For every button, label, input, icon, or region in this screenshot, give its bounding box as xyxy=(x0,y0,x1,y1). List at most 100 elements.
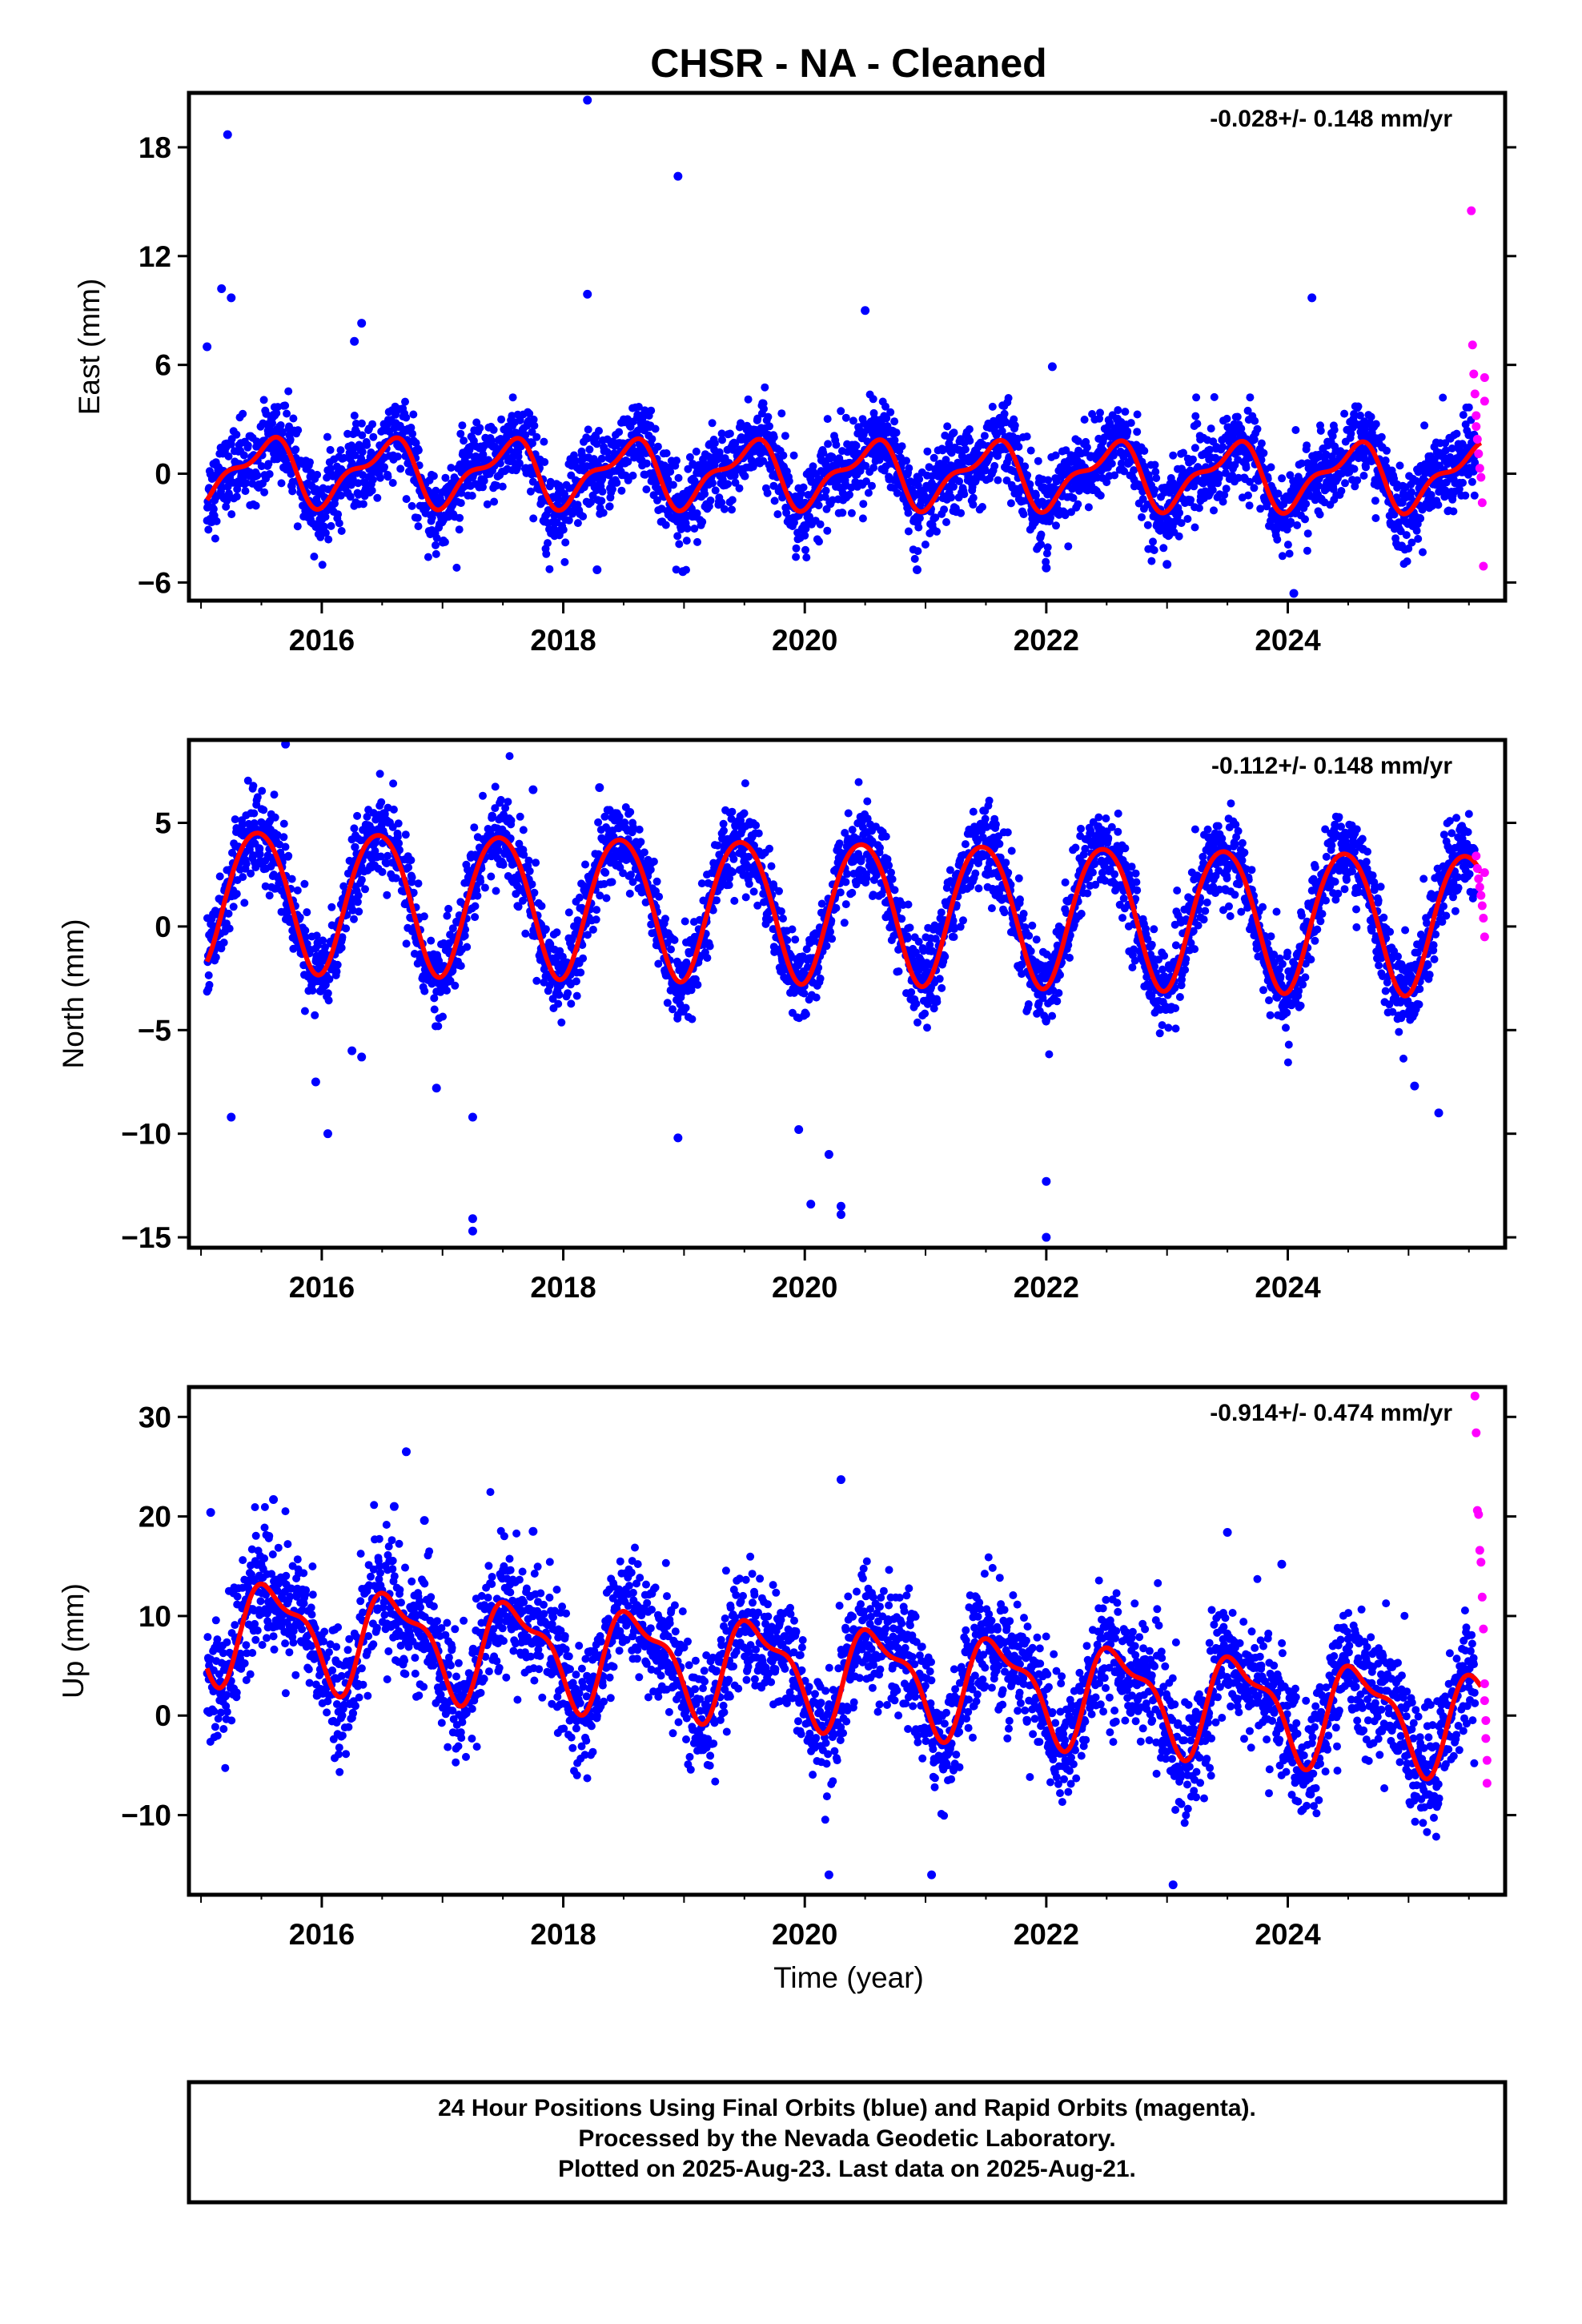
east-point xyxy=(1377,432,1386,441)
north-point xyxy=(537,902,546,911)
east-point xyxy=(544,539,552,548)
east-point xyxy=(1461,420,1470,428)
east-rapid-point xyxy=(1468,340,1477,350)
east-point xyxy=(821,493,829,501)
east-point xyxy=(597,454,606,463)
east-outlier-point xyxy=(223,130,232,139)
north-point xyxy=(713,841,722,850)
north-point xyxy=(501,804,510,812)
east-point xyxy=(725,429,734,438)
east-point xyxy=(651,424,660,433)
east-point xyxy=(661,521,670,529)
north-point xyxy=(681,917,689,926)
east-point xyxy=(336,446,345,455)
east-point xyxy=(1121,408,1130,416)
north-point xyxy=(338,933,347,942)
east-outlier-point xyxy=(1307,293,1317,303)
north-final-orbit-points xyxy=(203,740,1480,1242)
east-xtick-label: 2020 xyxy=(772,624,837,657)
east-point xyxy=(1147,557,1156,565)
east-point xyxy=(373,493,382,502)
east-point xyxy=(232,493,241,501)
north-point xyxy=(728,807,737,816)
north-point xyxy=(576,893,584,902)
east-point xyxy=(823,415,832,424)
north-point xyxy=(224,909,233,918)
east-point xyxy=(358,431,367,440)
north-point xyxy=(357,875,366,884)
east-point xyxy=(1044,476,1053,485)
east-point xyxy=(792,553,801,561)
north-point xyxy=(420,912,428,921)
east-point xyxy=(1407,538,1416,547)
north-point xyxy=(525,866,534,875)
north-point xyxy=(258,786,267,795)
north-point xyxy=(353,811,362,820)
east-point xyxy=(376,473,384,482)
east-point xyxy=(737,419,745,428)
east-point xyxy=(828,452,837,461)
east-point xyxy=(921,541,930,549)
east-point xyxy=(1303,441,1311,450)
east-point xyxy=(720,505,729,513)
east-outlier-point xyxy=(227,293,236,303)
east-point xyxy=(864,489,873,497)
east-point xyxy=(414,522,423,531)
east-point xyxy=(528,428,536,436)
east-point xyxy=(684,464,693,473)
east-point xyxy=(479,483,487,492)
east-point xyxy=(335,519,343,528)
east-final-orbit-points xyxy=(203,95,1480,598)
north-point xyxy=(355,907,363,916)
east-point xyxy=(1206,445,1215,454)
east-point xyxy=(1183,515,1192,523)
east-point xyxy=(573,519,582,528)
east-point xyxy=(1052,521,1060,530)
north-point xyxy=(528,880,536,889)
east-point xyxy=(735,484,744,493)
east-rate-label: -0.028+/- 0.148 mm/yr xyxy=(1210,106,1452,132)
north-point xyxy=(319,936,327,945)
north-point xyxy=(434,1022,443,1031)
east-point xyxy=(1210,506,1218,515)
east-point xyxy=(432,486,440,495)
east-point xyxy=(1459,411,1468,420)
east-point xyxy=(990,461,999,470)
north-point xyxy=(321,943,329,951)
east-point xyxy=(1403,557,1411,565)
east-point xyxy=(801,531,809,540)
east-point xyxy=(209,505,218,513)
north-point xyxy=(564,908,573,917)
east-point xyxy=(1285,549,1294,558)
east-point xyxy=(1123,427,1132,436)
east-point xyxy=(268,419,276,428)
north-point xyxy=(579,954,588,963)
east-point xyxy=(1350,464,1359,473)
east-point xyxy=(1096,408,1104,417)
north-point xyxy=(499,860,508,869)
east-point xyxy=(496,459,504,468)
east-point xyxy=(961,445,970,454)
east-point xyxy=(1407,488,1415,497)
east-point xyxy=(1191,412,1200,420)
east-point xyxy=(402,495,411,504)
north-point xyxy=(250,809,259,818)
north-point xyxy=(719,819,728,828)
east-point xyxy=(339,453,348,462)
east-point xyxy=(318,561,327,569)
east-point xyxy=(698,517,707,526)
east-point xyxy=(515,459,524,468)
north-point xyxy=(404,863,413,872)
east-point xyxy=(653,442,662,451)
east-point xyxy=(1120,467,1129,476)
east-point xyxy=(677,525,685,533)
east-point xyxy=(690,525,699,533)
east-point xyxy=(1140,447,1149,455)
east-point xyxy=(950,428,958,437)
east-point xyxy=(1133,428,1142,436)
north-point xyxy=(270,790,279,799)
north-point xyxy=(649,857,658,866)
east-point xyxy=(1222,485,1231,493)
north-point xyxy=(253,793,262,802)
east-point xyxy=(1034,456,1042,465)
